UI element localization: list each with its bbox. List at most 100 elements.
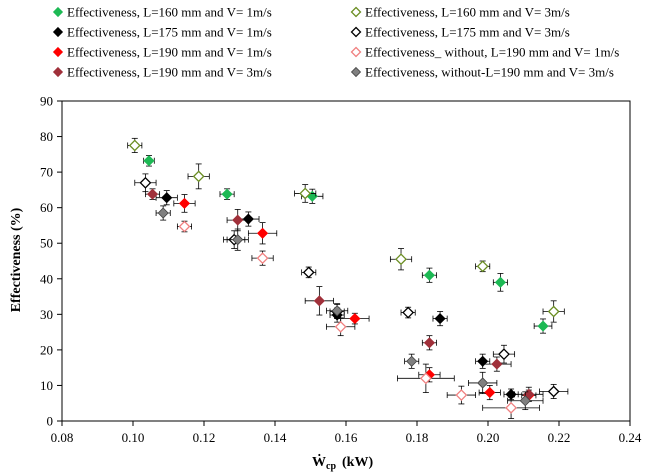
series-7 (145, 188, 544, 402)
data-point (491, 358, 503, 370)
x-tick-label: 0.12 (193, 430, 216, 445)
x-axis-title-sub: cp (326, 461, 336, 472)
legend-marker (52, 26, 64, 38)
x-tick-label: 0.14 (264, 430, 287, 445)
data-point (519, 395, 531, 407)
y-tick-label: 30 (40, 307, 53, 322)
data-point (395, 253, 407, 266)
legend-marker (350, 26, 362, 38)
data-point (547, 305, 560, 318)
data-point (178, 197, 191, 209)
data-point (192, 170, 205, 183)
data-point (299, 187, 312, 200)
series-2 (127, 137, 565, 323)
data-point (256, 252, 269, 265)
data-points (127, 137, 569, 419)
data-point (494, 276, 506, 288)
data-point (313, 295, 325, 307)
y-tick-label: 0 (47, 414, 54, 429)
x-tick-label: 0.08 (51, 430, 74, 445)
legend-label: Effectiveness, L=190 mm and V= 1m/s (67, 45, 272, 60)
legend-label: Effectiveness, L=175 mm and V= 3m/s (365, 25, 570, 40)
y-tick-label: 60 (40, 200, 53, 215)
x-tick-label: 0.22 (548, 430, 571, 445)
data-point (143, 155, 155, 167)
data-point (477, 377, 489, 389)
legend-label: Effectiveness, L=175 mm and V= 1m/s (67, 25, 272, 40)
data-point (232, 234, 244, 246)
data-point (157, 207, 169, 219)
x-tick-label: 0.16 (335, 430, 358, 445)
data-point (349, 313, 361, 325)
data-point (423, 337, 435, 349)
data-point (178, 220, 191, 233)
data-point (402, 306, 415, 319)
series-3 (155, 190, 519, 401)
data-point (331, 305, 343, 317)
legend-item: Effectiveness, L=175 mm and V= 1m/s (52, 25, 272, 40)
x-axis: 0.08 0.10 0.12 0.14 0.16 0.18 0.20 0.22 0.24 (51, 421, 642, 445)
data-point (434, 313, 446, 325)
legend-marker (350, 66, 362, 78)
x-axis-title: Ẇcp (kW) (312, 453, 373, 472)
series-1 (143, 154, 553, 334)
x-tick-label: 0.10 (122, 430, 145, 445)
data-point (455, 389, 468, 401)
data-point (334, 320, 347, 333)
legend-marker (350, 6, 362, 18)
y-axis-title: Effectiveness (%) (9, 207, 24, 312)
y-tick-label: 40 (40, 271, 53, 286)
legend-item: Effectiveness_ without, L=190 mm and V= … (350, 45, 619, 60)
y-tick-label: 90 (40, 94, 53, 109)
data-point (139, 176, 152, 189)
legend-marker (52, 66, 64, 78)
legend-label: Effectiveness, without-L=190 mm and V= 3… (365, 65, 614, 80)
y-tick-label: 10 (40, 378, 53, 393)
data-point (161, 192, 173, 204)
legend-item: Effectiveness, without-L=190 mm and V= 3… (350, 65, 614, 80)
series-5 (173, 194, 537, 402)
legend-marker (52, 6, 64, 18)
data-point (419, 372, 432, 385)
data-point (221, 188, 233, 200)
data-point (537, 320, 549, 332)
y-tick-label: 80 (40, 129, 53, 144)
legend-marker (350, 46, 362, 58)
legend: Effectiveness, L=160 mm and V= 1m/s Effec… (52, 5, 619, 80)
data-point (232, 214, 244, 226)
x-tick-label: 0.20 (477, 430, 500, 445)
series-4 (134, 173, 569, 400)
legend-item: Effectiveness, L=175 mm and V= 3m/s (350, 25, 570, 40)
data-point (423, 269, 435, 281)
x-tick-label: 0.24 (619, 430, 642, 445)
legend-item: Effectiveness, L=190 mm and V= 1m/s (52, 45, 272, 60)
data-point (476, 260, 489, 273)
data-point (146, 188, 159, 200)
data-point (498, 348, 510, 361)
series-8 (155, 205, 544, 411)
x-tick-label: 0.18 (406, 430, 429, 445)
y-axis: 0 10 20 30 40 50 60 70 80 90 (40, 94, 62, 429)
legend-item: Effectiveness, L=190 mm and V= 3m/s (52, 65, 272, 80)
legend-marker (52, 46, 64, 58)
data-point (257, 227, 269, 239)
legend-label: Effectiveness_ without, L=190 mm and V= … (365, 45, 619, 60)
data-point (302, 266, 315, 279)
legend-item: Effectiveness, L=160 mm and V= 1m/s (52, 5, 272, 20)
data-point (547, 385, 560, 398)
y-tick-label: 70 (40, 165, 53, 180)
x-axis-title-unit: (kW) (342, 455, 373, 470)
legend-label: Effectiveness, L=190 mm and V= 3m/s (67, 65, 272, 80)
data-point (484, 386, 496, 399)
legend-label: Effectiveness, L=160 mm and V= 3m/s (365, 5, 570, 20)
legend-item: Effectiveness, L=160 mm and V= 3m/s (350, 5, 570, 20)
x-axis-title-main: Ẇ (312, 453, 326, 470)
plot-area-frame (61, 100, 631, 422)
y-tick-label: 20 (40, 342, 53, 357)
legend-label: Effectiveness, L=160 mm and V= 1m/s (67, 5, 272, 20)
data-point (505, 401, 517, 414)
data-point (128, 139, 141, 152)
y-tick-label: 50 (40, 236, 53, 251)
data-point (406, 355, 418, 367)
